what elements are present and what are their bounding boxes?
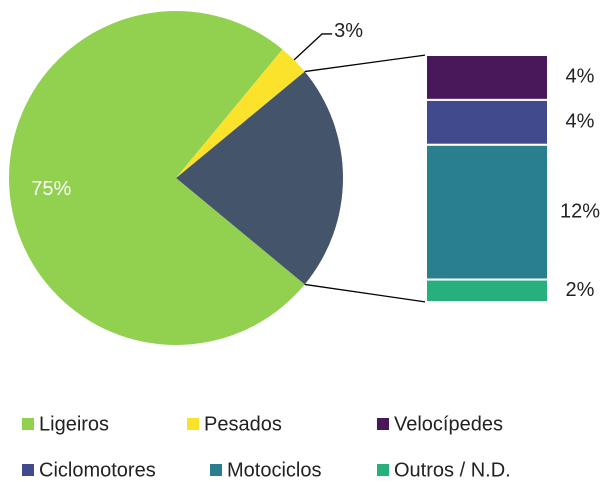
legend-label: Motociclos [227,459,321,481]
bar-segment [425,98,549,146]
legend-swatch [377,418,389,430]
data-label: 2% [566,279,595,301]
bar-segment [425,54,549,101]
data-label: 3% [334,20,363,42]
pie-slice [9,10,305,345]
data-label: 12% [560,200,600,222]
bar-segment [425,278,549,303]
data-label: 75% [31,178,71,200]
connector-line [304,54,427,73]
legend-label: Velocípedes [394,413,503,435]
legend-swatch [22,464,34,476]
legend-swatch [22,418,34,430]
legend-swatch [187,418,199,430]
legend-label: Outros / N.D. [394,459,511,481]
legend-label: Ciclomotores [39,459,156,481]
bar-segment [425,143,549,281]
legend-swatch [210,464,222,476]
data-label: 4% [566,111,595,133]
pie-slice-other [176,71,343,285]
pie-slice [176,49,305,179]
connector-line [304,283,427,303]
legend-swatch [377,464,389,476]
data-label: 4% [566,66,595,88]
legend-label: Ligeiros [39,413,109,435]
leader-line [293,33,333,61]
legend-label: Pesados [204,413,282,435]
